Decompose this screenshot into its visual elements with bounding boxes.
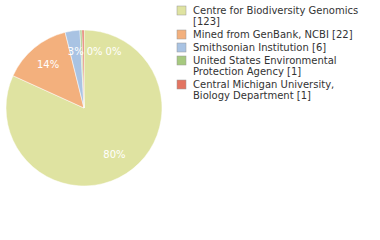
legend-label: Smithsonian Institution [6]	[193, 42, 326, 53]
data-labels: 80%14%3%0%0%	[37, 46, 126, 160]
legend-swatch	[177, 43, 186, 52]
pie-slice	[65, 30, 84, 108]
legend-label: United States Environmental Protection A…	[193, 55, 340, 77]
data-label: 80%	[103, 149, 125, 160]
legend: Centre for Biodiversity Genomics [123] Mi…	[177, 5, 361, 101]
pie-slice	[6, 30, 162, 186]
legend-swatch	[177, 56, 186, 65]
pie	[6, 30, 162, 186]
legend-swatch	[177, 30, 186, 39]
legend-swatch	[177, 6, 186, 15]
pie-slice	[82, 30, 84, 108]
pie-slice	[80, 30, 84, 108]
legend-label: Centre for Biodiversity Genomics [123]	[193, 5, 361, 27]
data-label: 3%	[68, 46, 84, 57]
data-label: 0%	[87, 46, 103, 57]
chart: 80%14%3%0%0%Centre for Biodiversity Geno…	[0, 0, 380, 240]
data-label: 14%	[37, 59, 59, 70]
data-label: 0%	[106, 46, 122, 57]
legend-swatch	[177, 80, 186, 89]
legend-label: Mined from GenBank, NCBI [22]	[193, 29, 353, 40]
legend-label: Central Michigan University, Biology Dep…	[193, 79, 337, 101]
